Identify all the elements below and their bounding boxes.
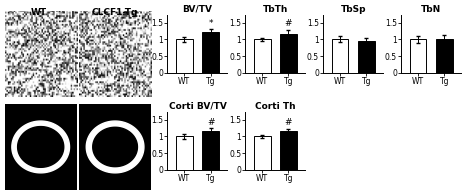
Title: TbN: TbN: [421, 5, 441, 14]
Polygon shape: [86, 121, 144, 173]
Text: CLCF1-Tg: CLCF1-Tg: [92, 8, 138, 17]
Bar: [176, 137, 193, 170]
Bar: [358, 41, 375, 73]
Text: #: #: [285, 19, 292, 28]
Bar: [280, 131, 297, 170]
Bar: [176, 40, 193, 73]
Bar: [410, 40, 426, 73]
Title: Corti Th: Corti Th: [255, 102, 296, 111]
Polygon shape: [12, 121, 70, 173]
Bar: [332, 40, 348, 73]
Y-axis label: Fold induction: Fold induction: [141, 17, 150, 71]
Y-axis label: Fold induction: Fold induction: [141, 114, 150, 168]
Text: WT: WT: [30, 8, 46, 17]
Bar: [202, 131, 219, 170]
Title: BV/TV: BV/TV: [182, 5, 213, 14]
Bar: [202, 32, 219, 73]
Bar: [436, 39, 453, 73]
Title: Corti BV/TV: Corti BV/TV: [168, 102, 226, 111]
Text: #: #: [207, 118, 214, 126]
Title: TbTh: TbTh: [263, 5, 288, 14]
Bar: [254, 137, 271, 170]
Text: *: *: [208, 18, 213, 28]
Polygon shape: [93, 127, 138, 167]
Polygon shape: [18, 126, 64, 167]
Title: TbSp: TbSp: [340, 5, 366, 14]
Bar: [280, 34, 297, 73]
Bar: [254, 40, 271, 73]
Text: #: #: [285, 118, 292, 127]
